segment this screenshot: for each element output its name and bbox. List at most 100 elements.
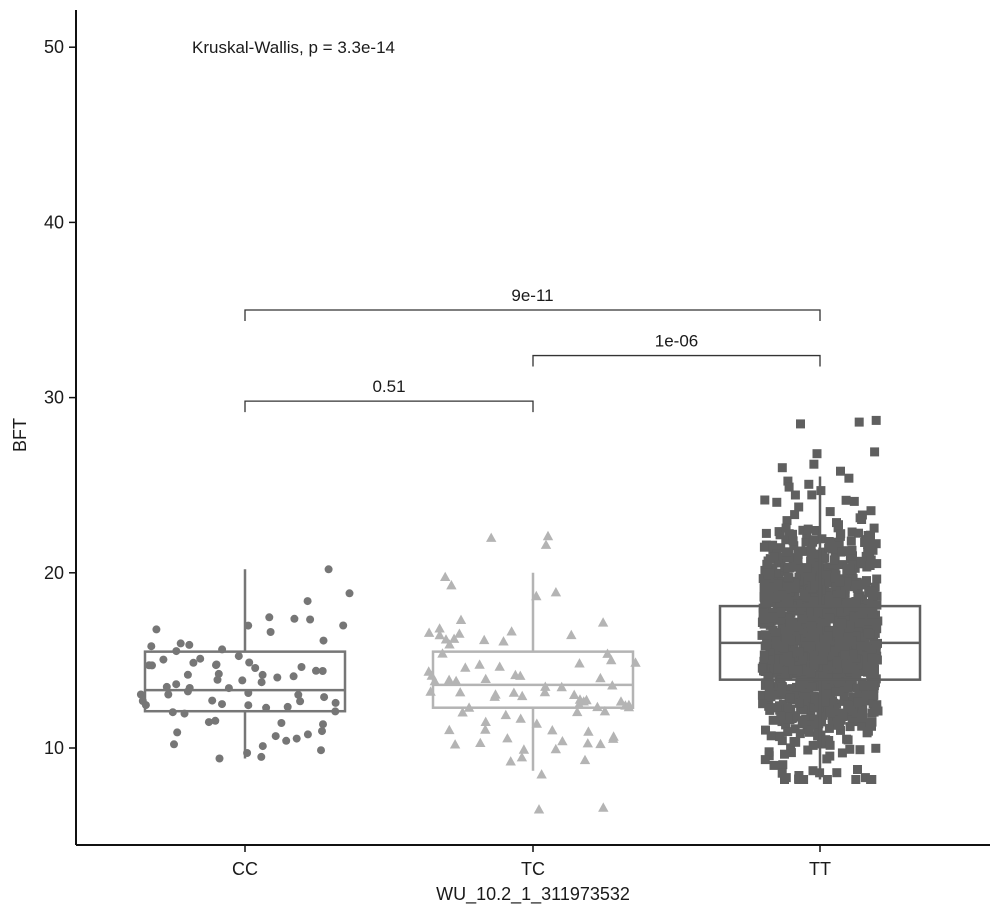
box-iqr — [431, 650, 635, 709]
data-point-tt — [803, 524, 813, 534]
data-point-tt — [829, 555, 839, 565]
data-point-cc — [297, 663, 306, 671]
data-point-tt — [785, 587, 795, 597]
data-point-cc — [303, 597, 312, 606]
data-point-tt — [804, 479, 814, 489]
data-point-tt — [781, 720, 791, 730]
box-iqr — [143, 650, 347, 713]
data-point-tt — [813, 626, 823, 635]
data-point-tt — [801, 666, 811, 676]
data-point-tt — [868, 607, 878, 617]
data-point-tt — [832, 768, 842, 778]
data-point-cc — [238, 676, 247, 685]
data-point-tt — [774, 615, 784, 625]
data-point-tt — [840, 637, 850, 646]
data-point-tc — [540, 681, 551, 691]
data-point-cc — [318, 667, 327, 675]
data-point-cc — [312, 666, 320, 675]
data-point-tt — [801, 546, 811, 556]
data-point-tt — [830, 703, 840, 713]
data-point-tt — [833, 656, 843, 666]
data-point-tt — [830, 607, 840, 617]
data-point-cc — [218, 700, 226, 709]
data-point-tt — [806, 606, 816, 616]
data-point-tt — [808, 740, 818, 750]
data-point-tt — [763, 556, 773, 566]
data-point-tt — [783, 572, 793, 582]
data-point-tt — [843, 700, 853, 710]
data-point-cc — [324, 565, 333, 574]
data-point-tt — [866, 530, 875, 540]
data-point-tt — [836, 529, 846, 539]
data-point-cc — [152, 625, 161, 634]
data-point-tt — [866, 506, 876, 516]
data-point-tt — [818, 554, 828, 564]
data-point-tt — [863, 726, 873, 736]
data-point-tt — [848, 574, 858, 584]
data-point-tt — [822, 608, 832, 618]
data-point-tt — [771, 627, 781, 637]
data-point-tc — [579, 754, 591, 765]
data-point-cc — [319, 636, 328, 645]
data-point-cc — [258, 670, 267, 679]
data-point-tt — [860, 773, 870, 783]
data-point-tt — [836, 607, 846, 617]
data-point-tt — [871, 743, 881, 753]
y-axis-title: BFT — [10, 418, 30, 452]
data-point-tt — [865, 718, 875, 728]
data-point-tt — [867, 644, 877, 654]
data-point-tt — [800, 571, 810, 581]
data-point-tt — [872, 624, 882, 634]
data-point-tt — [795, 680, 805, 690]
y-tick-label: 40 — [44, 212, 64, 232]
data-point-tt — [822, 661, 832, 671]
x-tick-label: CC — [232, 859, 258, 879]
data-point-tt — [825, 708, 835, 718]
data-point-tt — [824, 537, 834, 546]
data-point-tt — [781, 634, 791, 644]
data-point-tt — [790, 583, 800, 593]
data-point-tt — [835, 677, 845, 687]
data-point-cc — [251, 664, 260, 672]
data-point-tc — [573, 699, 585, 709]
data-point-tt — [841, 495, 851, 505]
data-point-tt — [839, 691, 849, 701]
data-point-tt — [801, 641, 811, 651]
data-point-tt — [811, 590, 820, 600]
data-point-tc — [597, 617, 609, 627]
data-point-tt — [871, 640, 881, 650]
data-point-tt — [823, 631, 833, 641]
data-point-tt — [759, 542, 769, 552]
data-point-tt — [828, 696, 837, 706]
data-point-tt — [771, 683, 781, 693]
data-point-tt — [847, 527, 857, 537]
data-point-tt — [780, 749, 789, 759]
data-point-tt — [807, 490, 817, 500]
data-point-tt — [782, 547, 791, 557]
data-point-tt — [779, 656, 789, 665]
data-point-tt — [807, 682, 817, 692]
data-point-cc — [189, 658, 198, 667]
data-point-tt — [824, 723, 834, 733]
data-point-tt — [832, 670, 842, 680]
data-point-cc — [159, 655, 168, 664]
data-point-tt — [856, 580, 866, 590]
data-point-tc — [444, 724, 455, 735]
data-point-tt — [807, 627, 817, 637]
data-point-cc — [136, 690, 145, 699]
data-point-tt — [869, 707, 879, 717]
data-point-tt — [760, 641, 770, 651]
data-point-tt — [871, 618, 881, 628]
data-point-tc — [460, 662, 471, 672]
data-point-tc — [517, 690, 528, 701]
data-point-tt — [783, 651, 793, 661]
data-point-tt — [849, 664, 859, 674]
data-point-tt — [795, 605, 804, 615]
data-point-tt — [796, 564, 805, 574]
data-point-tt — [775, 530, 785, 540]
data-point-tt — [759, 583, 769, 593]
data-point-tt — [854, 528, 863, 538]
data-point-cc — [215, 754, 224, 763]
data-point-tt — [771, 593, 781, 603]
data-point-tc — [566, 629, 577, 640]
